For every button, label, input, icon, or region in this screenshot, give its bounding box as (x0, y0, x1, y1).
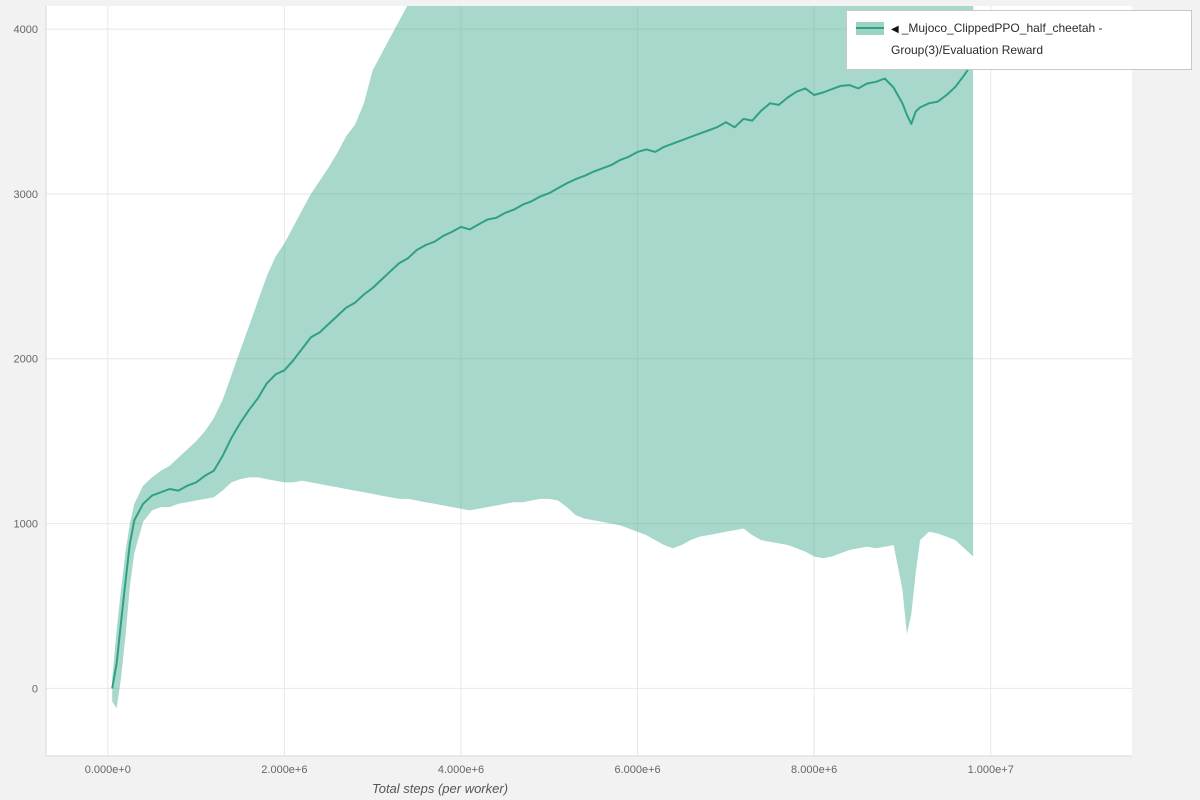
x-axis-tick-labels: 0.000e+0 2.000e+6 4.000e+6 6.000e+6 8.000e+6… (85, 764, 1014, 776)
mean-line (111, 61, 974, 689)
y-axis-tick-labels: 0 1000 2000 3000 4000 (14, 24, 38, 695)
y-tick-label: 3000 (14, 189, 38, 201)
x-tick-label: 2.000e+6 (261, 764, 307, 776)
x-tick-label: 1.000e+7 (968, 764, 1014, 776)
legend-swatch-line (856, 27, 884, 29)
y-tick-label: 0 (32, 683, 38, 695)
legend[interactable]: ◀ _Mujoco_ClippedPPO_half_cheetah - Group… (846, 10, 1192, 71)
plot-area (46, 6, 1132, 756)
y-tick-label: 2000 (14, 354, 38, 366)
x-tick-label: 4.000e+6 (438, 764, 484, 776)
legend-label: _Mujoco_ClippedPPO_half_cheetah - Group(… (891, 21, 1103, 57)
confidence-band (112, 6, 974, 709)
legend-collapse-icon[interactable]: ◀ (891, 24, 899, 35)
x-tick-label: 6.000e+6 (614, 764, 660, 776)
y-tick-label: 1000 (14, 519, 38, 531)
y-tick-label: 4000 (14, 24, 38, 36)
x-tick-label: 8.000e+6 (791, 764, 837, 776)
x-tick-label: 0.000e+0 (85, 764, 131, 776)
legend-swatch-band (856, 22, 884, 35)
x-axis-title: Total steps (per worker) (371, 781, 509, 796)
legend-entry[interactable]: ◀ _Mujoco_ClippedPPO_half_cheetah - Group… (891, 18, 1182, 61)
